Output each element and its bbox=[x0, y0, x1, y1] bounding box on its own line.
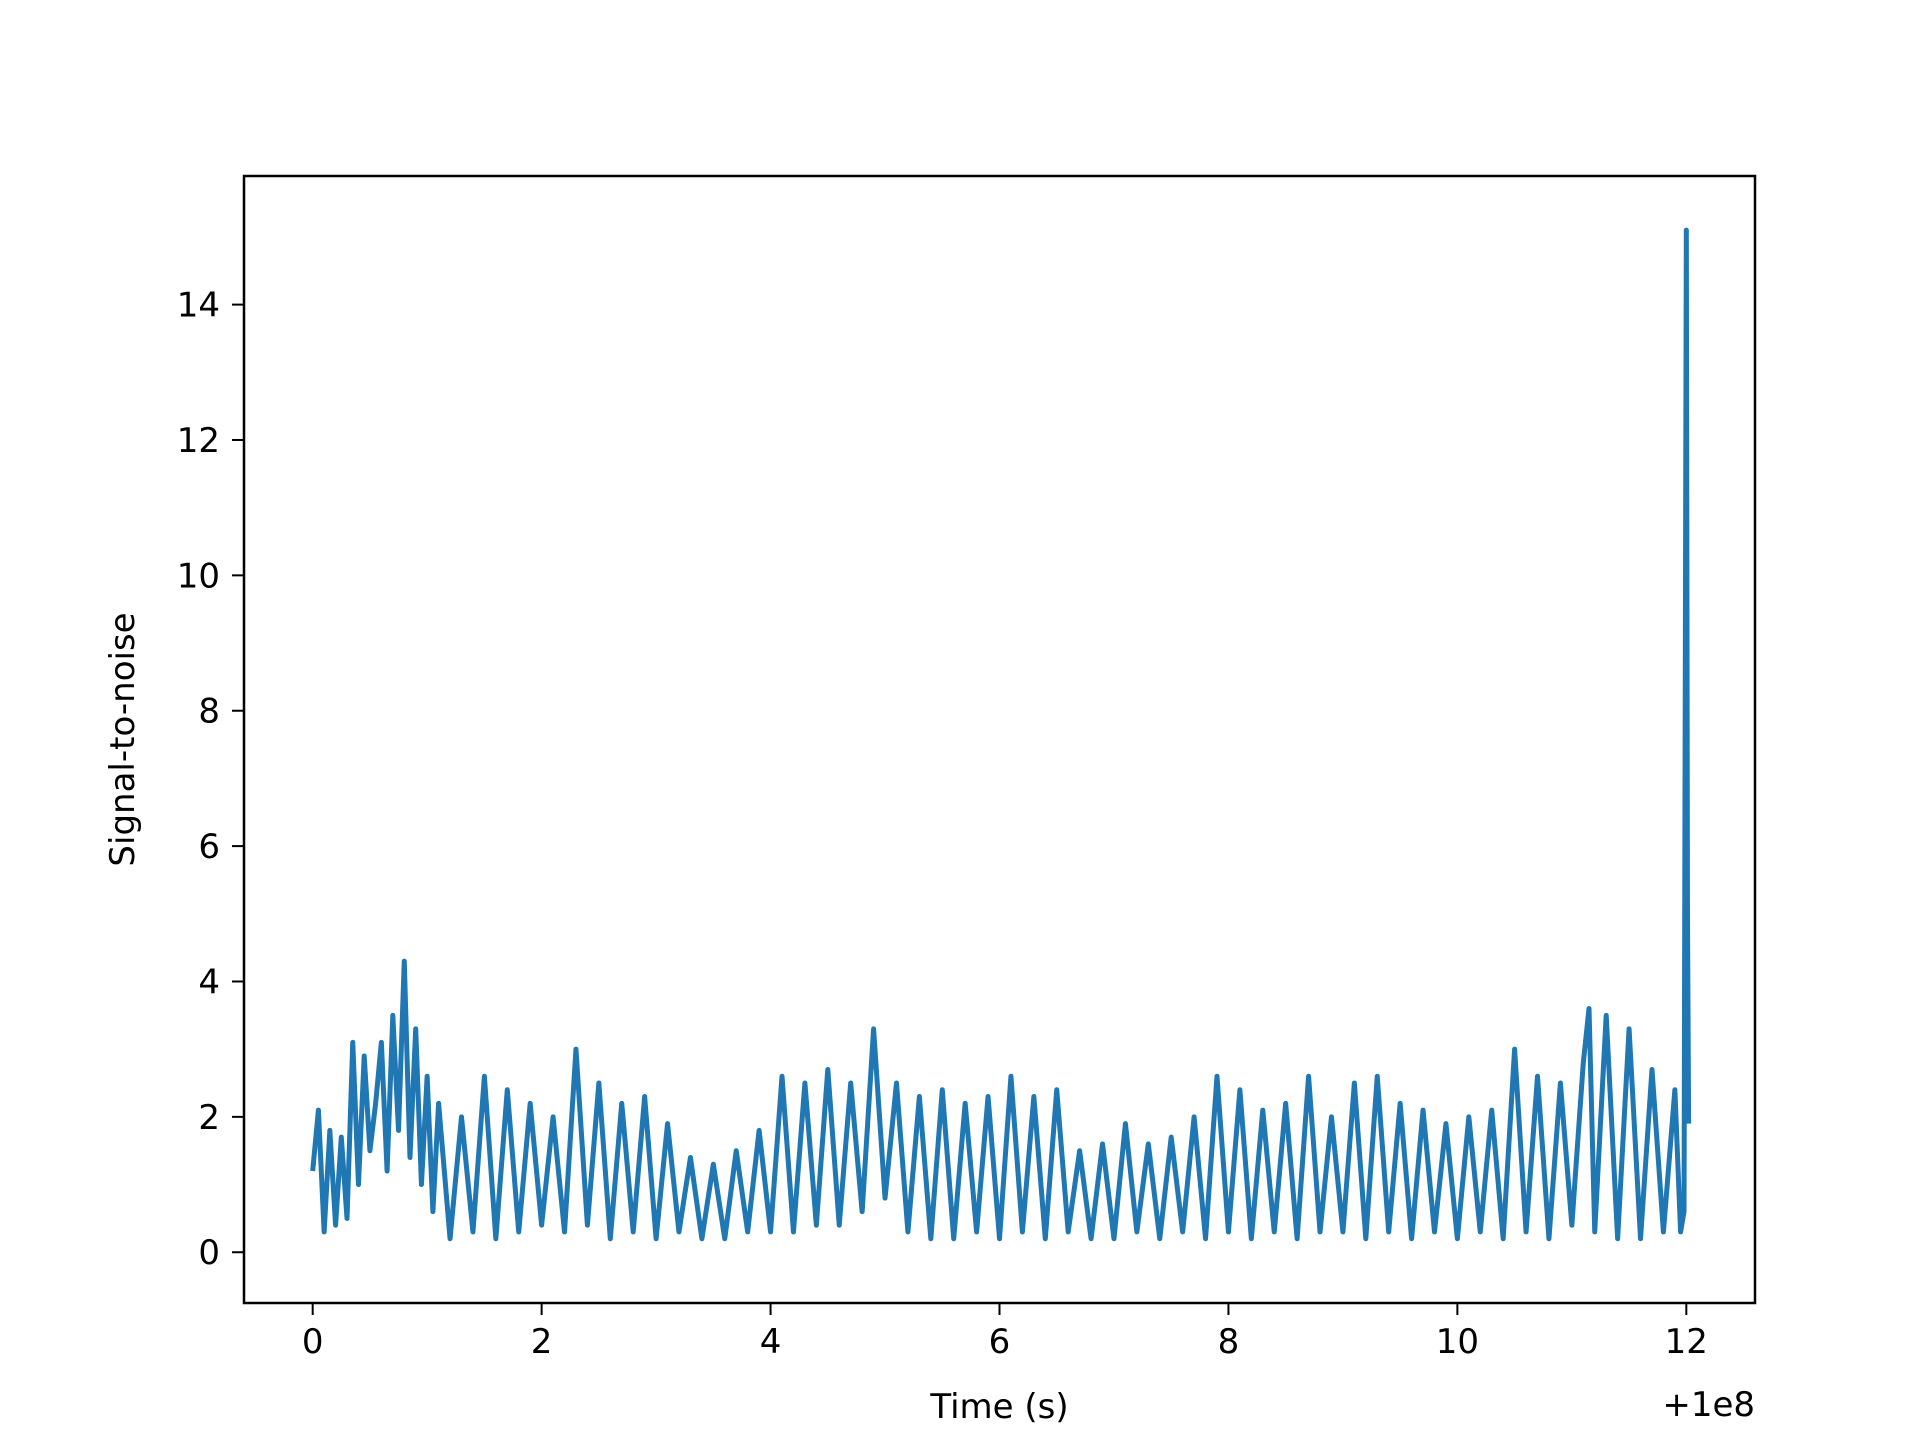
x-axis: 0 2 4 6 8 10 12 bbox=[302, 1303, 1708, 1362]
y-tick-label: 10 bbox=[177, 556, 220, 596]
x-tick-label: 8 bbox=[1218, 1322, 1240, 1362]
y-tick-label: 8 bbox=[198, 692, 220, 732]
y-tick-label: 12 bbox=[177, 421, 220, 461]
y-tick-label: 14 bbox=[177, 286, 220, 326]
x-tick-label: 0 bbox=[302, 1322, 324, 1362]
y-tick-label: 6 bbox=[198, 827, 220, 867]
x-tick-label: 4 bbox=[760, 1322, 782, 1362]
x-tick-label: 6 bbox=[989, 1322, 1011, 1362]
y-axis-label: Signal-to-noise bbox=[103, 612, 143, 866]
y-tick-label: 2 bbox=[198, 1098, 220, 1138]
series-line-0 bbox=[310, 227, 1692, 1242]
y-tick-label: 0 bbox=[198, 1233, 220, 1273]
y-tick-label: 4 bbox=[198, 962, 220, 1002]
x-tick-label: 12 bbox=[1665, 1322, 1708, 1362]
x-tick-label: 2 bbox=[531, 1322, 553, 1362]
x-axis-label: Time (s) bbox=[929, 1387, 1068, 1427]
x-axis-offset-label: +1e8 bbox=[1662, 1385, 1755, 1425]
plot-area bbox=[310, 227, 1692, 1242]
x-tick-label: 10 bbox=[1436, 1322, 1479, 1362]
y-axis: 0 2 4 6 8 10 12 14 bbox=[177, 286, 244, 1273]
